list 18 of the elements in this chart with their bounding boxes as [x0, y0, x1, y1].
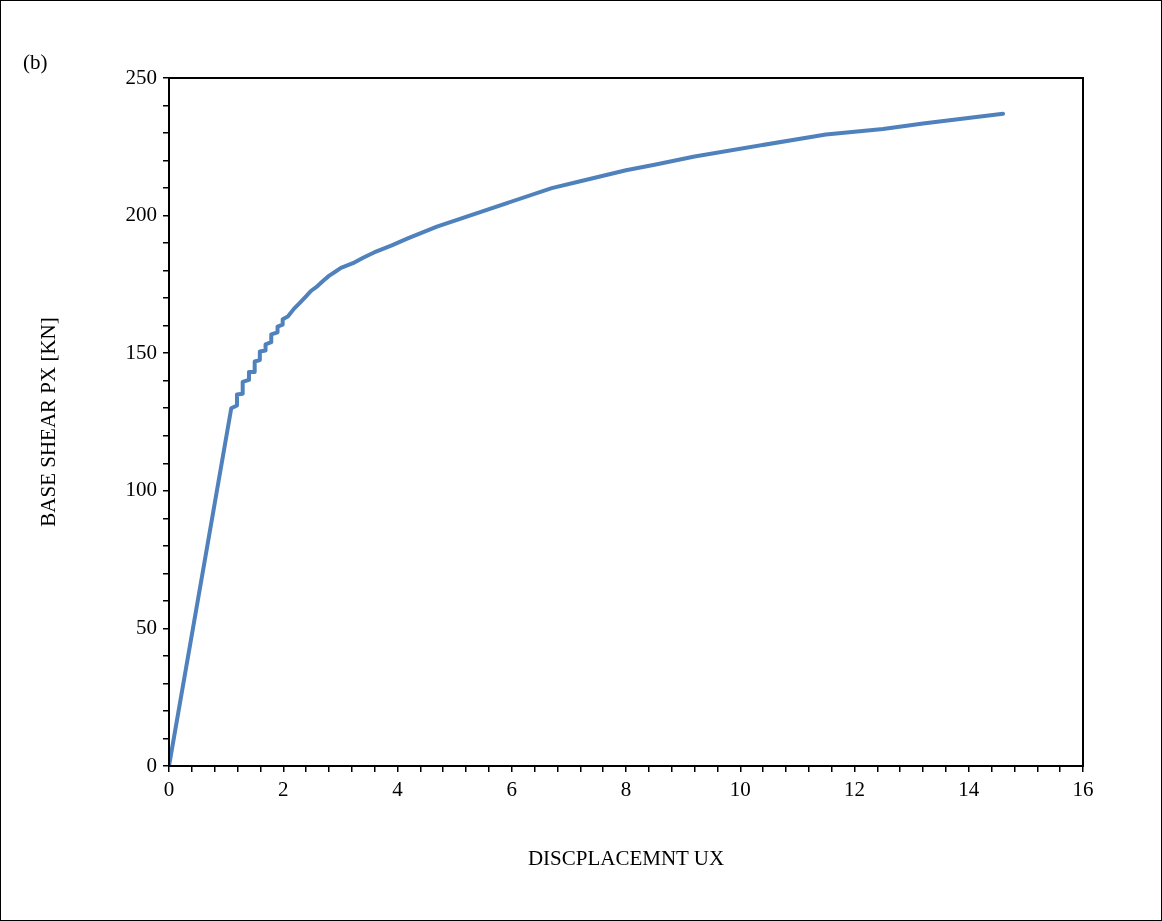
x-tick-label: 12 [844, 777, 865, 802]
x-tick-label: 0 [163, 777, 175, 802]
x-tick-label: 6 [506, 777, 517, 802]
y-tick-label: 0 [146, 752, 157, 777]
x-tick-label: 10 [729, 777, 751, 802]
x-tick-label: 2 [278, 777, 289, 802]
y-tick-label: 100 [125, 477, 157, 502]
text: (b) [23, 49, 48, 74]
y-axis-title: BASE SHEAR PX [KN] [35, 317, 60, 527]
x-tick-label: 16 [1072, 777, 1094, 802]
x-tick-label: 8 [620, 777, 632, 802]
y-tick-label: 250 [125, 64, 157, 89]
x-axis-title: DISCPLACEMNT UX [527, 845, 725, 870]
y-tick-label: 150 [125, 339, 157, 364]
y-tick-label: 50 [136, 614, 157, 639]
x-tick-label: 4 [392, 777, 404, 802]
x-tick-label: 14 [958, 777, 980, 802]
y-tick-label: 200 [125, 202, 157, 227]
